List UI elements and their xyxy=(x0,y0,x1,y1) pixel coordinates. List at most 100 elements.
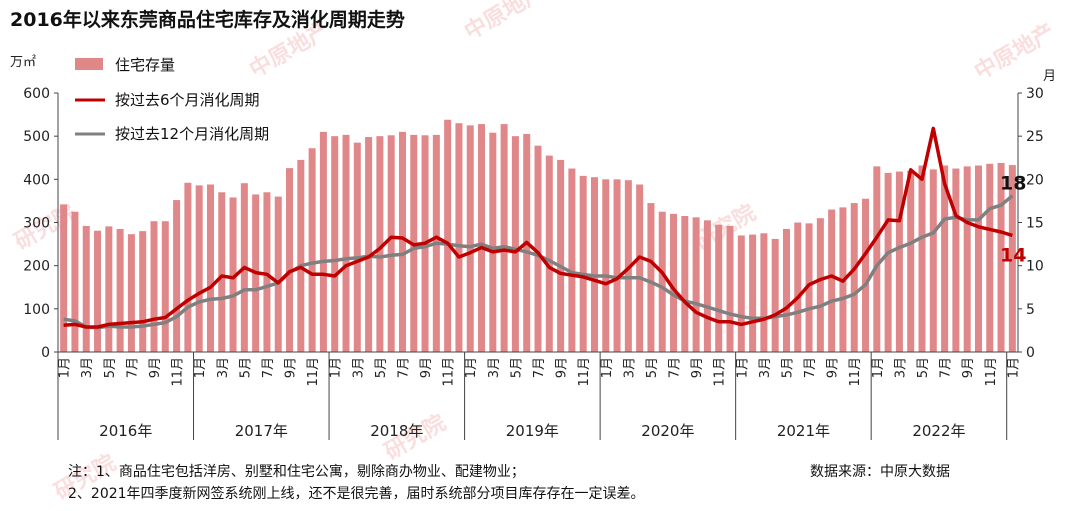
inventory-bar xyxy=(545,155,553,352)
x-tick-label: 7月 xyxy=(532,357,547,378)
inventory-bar xyxy=(941,165,949,352)
inventory-bar xyxy=(636,184,644,352)
inventory-bar xyxy=(444,119,452,352)
inventory-bar xyxy=(331,136,339,352)
end-label-cycle6: 14 xyxy=(1000,244,1026,266)
x-tick-label: 1月 xyxy=(871,357,886,378)
inventory-bar xyxy=(805,223,813,352)
x-tick-label: 1月 xyxy=(1006,357,1021,378)
inventory-bar xyxy=(760,233,768,352)
x-tick-group: 1月 3月 5月 7月 9月 11月 1月 3月 5月 7月 9月 11月 1月 3月 5月 7月 9月 11月 1… xyxy=(58,357,1022,387)
inventory-bar xyxy=(647,203,655,352)
year-label: 2019年 xyxy=(506,422,559,440)
x-tick-label: 3月 xyxy=(216,357,231,378)
inventory-bar xyxy=(116,228,124,352)
x-tick-label: 1月 xyxy=(735,357,750,378)
x-tick-label: 3月 xyxy=(893,357,908,378)
inventory-bar xyxy=(579,175,587,352)
inventory-bar xyxy=(60,204,68,352)
inventory-bar xyxy=(376,136,384,352)
y-right-tick-label: 15 xyxy=(1026,216,1044,232)
inventory-bar xyxy=(692,217,700,352)
inventory-bar xyxy=(489,132,497,352)
line-series-group xyxy=(63,126,1014,330)
y-left-tick-label: 500 xyxy=(23,129,50,145)
x-tick-label: 3月 xyxy=(351,357,366,378)
year-label: 2017年 xyxy=(235,422,288,440)
year-label: 2020年 xyxy=(641,422,694,440)
x-tick-label: 7月 xyxy=(668,357,683,378)
footnote-2: 2、2021年四季度新网签系统刚上线，还不是很完善，届时系统部分项目库存存在一定… xyxy=(68,485,645,502)
inventory-bar xyxy=(534,145,542,352)
inventory-bar xyxy=(907,170,915,352)
inventory-bar xyxy=(974,165,982,352)
inventory-bar xyxy=(511,136,519,352)
inventory-bar xyxy=(557,159,565,352)
x-tick-label: 11月 xyxy=(577,357,592,387)
inventory-bar xyxy=(150,221,158,352)
year-label: 2018年 xyxy=(370,422,423,440)
inventory-bar xyxy=(703,220,711,352)
bar-series-inventory xyxy=(60,119,1016,352)
x-tick-label: 9月 xyxy=(419,357,434,378)
x-tick-label: 7月 xyxy=(803,357,818,378)
x-tick-label: 3月 xyxy=(622,357,637,378)
legend-swatch-inventory xyxy=(75,58,103,70)
inventory-bar xyxy=(195,185,203,352)
x-tick-label: 5月 xyxy=(780,357,795,378)
inventory-bar xyxy=(500,124,508,352)
y-right-unit: 月 xyxy=(1043,69,1056,84)
y-left-tick-label: 200 xyxy=(23,259,50,275)
inventory-bar xyxy=(218,192,226,352)
inventory-bar xyxy=(568,168,576,352)
inventory-bar xyxy=(715,224,723,352)
inventory-bar xyxy=(895,171,903,352)
axes xyxy=(57,93,1019,353)
x-tick-label: 9月 xyxy=(826,357,841,378)
inventory-bar xyxy=(658,211,666,352)
y-right-tick-label: 20 xyxy=(1026,172,1044,188)
inventory-bar xyxy=(342,134,350,352)
inventory-bar xyxy=(929,169,937,352)
inventory-bar xyxy=(602,179,610,352)
y-tick-group: 0 0 100 5 200 10 300 15 400 20 500 25 600 30 xyxy=(23,86,1044,361)
inventory-bar xyxy=(297,159,305,352)
year-label: 2022年 xyxy=(912,422,965,440)
inventory-bar xyxy=(353,142,361,352)
y-left-tick-label: 0 xyxy=(41,345,50,361)
y-right-tick-label: 5 xyxy=(1026,302,1035,318)
data-source: 数据来源：中原大数据 xyxy=(810,464,950,480)
chart-title: 2016年以来东莞商品住宅库存及消化周期走势 xyxy=(10,8,405,31)
y-right-tick-label: 25 xyxy=(1026,129,1044,145)
x-tick-label: 1月 xyxy=(600,357,615,378)
x-tick-label: 9月 xyxy=(284,357,299,378)
inventory-bar xyxy=(173,200,181,352)
inventory-bar xyxy=(263,192,271,352)
inventory-bar xyxy=(319,131,327,352)
inventory-bar xyxy=(478,124,486,352)
inventory-bar xyxy=(139,231,147,352)
inventory-bar xyxy=(71,211,79,352)
x-tick-label: 3月 xyxy=(80,357,95,378)
x-tick-label: 7月 xyxy=(125,357,140,378)
year-label-group: 2016年 2017年 2018年 2019年 2020年 2021年 2022年 xyxy=(57,352,1008,440)
inventory-bar xyxy=(918,165,926,352)
end-label-cycle12: 18 xyxy=(1000,173,1026,195)
x-tick-label: 5月 xyxy=(509,357,524,378)
inventory-bar xyxy=(726,225,734,352)
inventory-bar xyxy=(387,135,395,352)
inventory-bar xyxy=(82,225,90,352)
x-tick-label: 5月 xyxy=(103,357,118,378)
inventory-bar xyxy=(794,222,802,352)
legend-label-cycle6: 按过去6个月消化周期 xyxy=(115,91,260,109)
inventory-bar xyxy=(986,163,994,352)
y-left-tick-label: 100 xyxy=(23,302,50,318)
inventory-bar xyxy=(997,162,1005,352)
line-cycle6 xyxy=(63,126,1013,329)
inventory-bar xyxy=(749,234,757,352)
x-tick-label: 11月 xyxy=(306,357,321,387)
inventory-bar xyxy=(206,184,214,352)
inventory-bar xyxy=(963,166,971,352)
